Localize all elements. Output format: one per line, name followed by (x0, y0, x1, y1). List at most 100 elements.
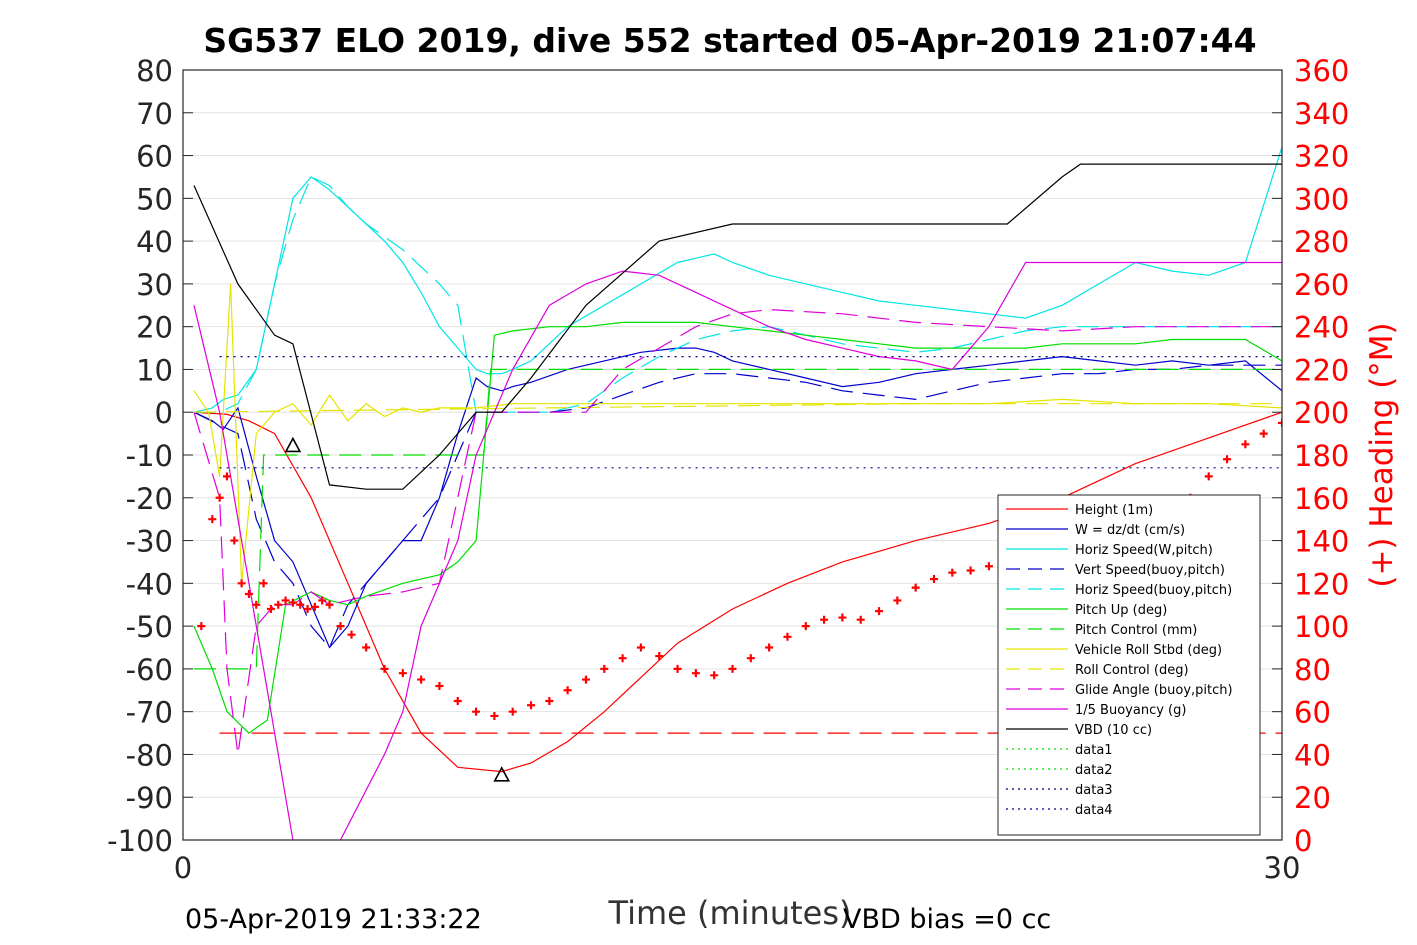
legend-label: Pitch Control (mm) (1075, 623, 1197, 638)
y-right-tick-label: 320 (1294, 140, 1349, 174)
heading-point (1241, 440, 1250, 449)
y-tick-label: -30 (126, 525, 173, 559)
triangle-marker (493, 766, 511, 782)
legend: Height (1m) W = dz/dt (cm/s) Horiz Speed(W… (997, 494, 1261, 836)
y-right-tick-label: 100 (1294, 610, 1349, 644)
legend-label: W = dz/dt (cm/s) (1075, 523, 1185, 538)
y-right-tick-label: 220 (1294, 353, 1349, 387)
y-right-tick-label: 20 (1294, 781, 1331, 815)
heading-point (1278, 418, 1282, 427)
heading-point (215, 493, 224, 502)
heading-point (244, 590, 253, 599)
heading-point (398, 669, 407, 678)
heading-point (417, 675, 426, 684)
heading-point (673, 664, 682, 673)
heading-point (911, 583, 920, 592)
heading-point (801, 622, 810, 631)
heading-point (490, 711, 499, 720)
y-tick-label: -20 (126, 482, 173, 516)
y-tick-label: 10 (136, 353, 173, 387)
y-right-tick-label: 120 (1294, 567, 1349, 601)
heading-point (296, 600, 305, 609)
y-tick-label: -90 (126, 781, 173, 815)
legend-box (997, 494, 1261, 836)
heading-point (472, 707, 481, 716)
y-right-tick-label: 160 (1294, 482, 1349, 516)
y-tick-label: -80 (126, 738, 173, 772)
heading-point (984, 562, 993, 571)
legend-label: 1/5 Buoyancy (g) (1075, 703, 1186, 718)
heading-point (325, 600, 334, 609)
heading-point (222, 472, 231, 481)
heading-point (581, 675, 590, 684)
heading-point (336, 622, 345, 631)
y-tick-label: 60 (136, 140, 173, 174)
heading-point (259, 579, 268, 588)
heading-point (310, 602, 319, 611)
y-tick-label: -100 (107, 824, 173, 858)
heading-point (838, 613, 847, 622)
heading-point (508, 707, 517, 716)
y-tick-label: -40 (126, 567, 173, 601)
y-right-tick-label: 360 (1294, 54, 1349, 88)
legend-label: Height (1m) (1075, 503, 1153, 518)
y-right-tick-label: 40 (1294, 738, 1331, 772)
heading-point (435, 682, 444, 690)
y-right-tick-label: 260 (1294, 268, 1349, 302)
y-right-tick-label: 340 (1294, 97, 1349, 131)
series-line-horiz-speed-buoy-pitch (194, 176, 1282, 413)
footer-vbd-bias: VBD bias =0 cc (843, 904, 1051, 935)
y-tick-label: 50 (136, 182, 173, 216)
series-line-vbd-10-cc (193, 163, 1282, 490)
heading-point (252, 600, 261, 609)
y-tick-label: -50 (126, 610, 173, 644)
legend-label: data1 (1075, 743, 1113, 758)
heading-point (208, 515, 217, 524)
heading-point (380, 664, 389, 673)
y-right-tick-label: 240 (1294, 311, 1349, 345)
legend-label: data2 (1075, 763, 1113, 778)
heading-point (875, 607, 884, 616)
legend-label: Vert Speed(buoy,pitch) (1075, 563, 1225, 578)
y-right-tick-label: 300 (1294, 182, 1349, 216)
y-tick-label: 30 (136, 268, 173, 302)
legend-label: Pitch Up (deg) (1075, 603, 1167, 618)
heading-point (966, 566, 975, 575)
series-line-1-5-buoyancy-g (193, 261, 1282, 840)
heading-point (710, 671, 719, 680)
heading-point (856, 615, 865, 624)
triangle-marker (284, 436, 302, 453)
heading-point (1259, 429, 1268, 438)
heading-point (545, 696, 554, 705)
heading-point (274, 600, 283, 609)
legend-label: Roll Control (deg) (1075, 663, 1189, 678)
heading-point (948, 568, 957, 577)
x-tick-label: 0 (174, 851, 192, 885)
legend-label: Horiz Speed(buoy,pitch) (1075, 583, 1232, 598)
heading-point (1223, 455, 1232, 464)
heading-point (636, 643, 645, 652)
heading-point (362, 643, 371, 652)
y-right-tick-label: 180 (1294, 439, 1349, 473)
legend-label: Vehicle Roll Stbd (deg) (1075, 643, 1222, 658)
y-right-tick-label: 280 (1294, 225, 1349, 259)
heading-point (281, 596, 290, 605)
y-tick-label: 0 (155, 396, 173, 430)
heading-point (746, 654, 755, 663)
legend-label: Glide Angle (buoy,pitch) (1075, 683, 1233, 698)
heading-point (893, 596, 902, 605)
heading-point (929, 575, 938, 584)
chart-title: SG537 ELO 2019, dive 552 started 05-Apr-… (203, 21, 1256, 60)
y-tick-label: 70 (136, 97, 173, 131)
heading-point (230, 536, 239, 545)
y-right-tick-label: 0 (1294, 824, 1312, 858)
axes: 80706050403020100-10-20-30-40-50-60-70-8… (107, 54, 1349, 885)
y-tick-label: -60 (126, 653, 173, 687)
heading-point (618, 654, 627, 663)
heading-point (453, 696, 462, 705)
heading-point (318, 596, 327, 605)
heading-point (197, 622, 206, 631)
heading-point (728, 664, 737, 673)
heading-point (820, 615, 829, 624)
